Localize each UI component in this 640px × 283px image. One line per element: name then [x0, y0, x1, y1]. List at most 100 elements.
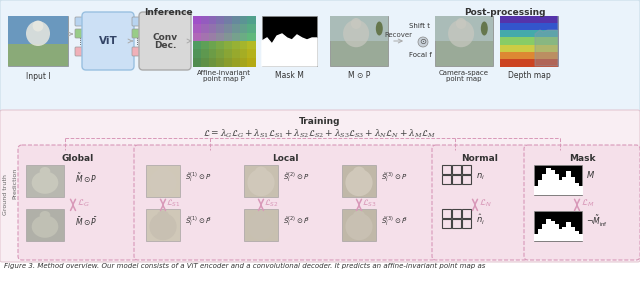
Bar — [224, 24, 232, 33]
Ellipse shape — [481, 22, 488, 35]
Bar — [500, 23, 558, 31]
Text: Shift t: Shift t — [409, 23, 430, 29]
Bar — [542, 174, 547, 195]
Bar — [442, 165, 451, 174]
Bar — [193, 24, 201, 33]
Text: point map P: point map P — [203, 76, 245, 82]
Bar — [550, 221, 554, 241]
Bar — [146, 165, 180, 197]
Text: $\tilde{S}_i^{(2)}\odot P$: $\tilde{S}_i^{(2)}\odot P$ — [283, 171, 310, 185]
Bar — [554, 174, 559, 195]
Ellipse shape — [448, 20, 474, 47]
FancyBboxPatch shape — [132, 47, 141, 56]
Text: Mask: Mask — [569, 154, 595, 163]
Text: Post-processing: Post-processing — [464, 8, 546, 17]
Bar — [462, 175, 471, 184]
Ellipse shape — [353, 167, 365, 176]
FancyBboxPatch shape — [75, 17, 84, 26]
Bar — [247, 49, 255, 58]
Ellipse shape — [32, 171, 58, 194]
Bar — [239, 33, 248, 42]
FancyBboxPatch shape — [75, 47, 84, 56]
Bar — [262, 16, 317, 66]
Ellipse shape — [40, 211, 51, 220]
Text: Inference: Inference — [144, 8, 192, 17]
Bar — [330, 16, 388, 41]
Bar — [201, 49, 209, 58]
Bar — [574, 183, 579, 195]
Ellipse shape — [346, 169, 372, 196]
Bar — [239, 24, 248, 33]
Bar — [8, 16, 68, 66]
FancyBboxPatch shape — [0, 0, 640, 112]
Ellipse shape — [343, 20, 369, 47]
Ellipse shape — [40, 167, 51, 176]
FancyBboxPatch shape — [524, 145, 640, 260]
Bar — [224, 16, 232, 25]
Bar — [452, 219, 461, 228]
Text: $\neg\tilde{M}_\mathrm{inf}$: $\neg\tilde{M}_\mathrm{inf}$ — [586, 213, 608, 229]
Bar — [442, 219, 451, 228]
Ellipse shape — [32, 215, 58, 238]
Bar — [201, 24, 209, 33]
Bar — [193, 33, 201, 42]
FancyBboxPatch shape — [432, 145, 528, 260]
Text: Focal f: Focal f — [409, 52, 432, 58]
Bar — [442, 175, 451, 184]
Bar — [209, 16, 217, 25]
Bar — [546, 168, 550, 195]
Bar — [201, 33, 209, 42]
Text: ViT: ViT — [99, 36, 117, 46]
Polygon shape — [535, 16, 558, 66]
Bar — [247, 41, 255, 50]
Bar — [224, 58, 232, 67]
Bar — [209, 49, 217, 58]
Bar — [201, 41, 209, 50]
Text: point map: point map — [446, 76, 482, 82]
Bar — [26, 209, 64, 241]
Bar — [239, 58, 248, 67]
Bar — [8, 44, 68, 66]
Bar — [500, 59, 558, 67]
Bar — [193, 16, 255, 66]
Bar — [247, 58, 255, 67]
FancyBboxPatch shape — [132, 17, 141, 26]
Bar — [462, 219, 471, 228]
Bar — [578, 234, 582, 241]
Bar — [538, 229, 543, 241]
Bar — [209, 33, 217, 42]
Text: $\mathcal{L}_{S2}$: $\mathcal{L}_{S2}$ — [264, 197, 279, 209]
Ellipse shape — [248, 169, 275, 196]
Bar — [247, 24, 255, 33]
Bar — [542, 224, 547, 241]
Text: Affine-invariant: Affine-invariant — [197, 70, 251, 76]
Ellipse shape — [346, 213, 372, 240]
Bar — [193, 16, 201, 25]
Bar — [224, 33, 232, 42]
Bar — [566, 171, 570, 195]
Text: Prediction: Prediction — [13, 167, 17, 199]
Text: $\tilde{S}_i^{(1)}\odot P$: $\tilde{S}_i^{(1)}\odot P$ — [185, 171, 211, 185]
Ellipse shape — [149, 213, 177, 240]
Text: Dec.: Dec. — [154, 42, 176, 50]
Bar — [216, 49, 225, 58]
Text: Conv: Conv — [152, 33, 177, 42]
Bar — [232, 24, 240, 33]
Bar — [538, 180, 543, 195]
Bar — [193, 49, 201, 58]
Ellipse shape — [456, 18, 467, 29]
Bar — [452, 209, 461, 218]
Bar — [562, 177, 566, 195]
Polygon shape — [262, 34, 317, 66]
FancyBboxPatch shape — [134, 145, 436, 260]
FancyBboxPatch shape — [132, 29, 141, 38]
Bar — [224, 41, 232, 50]
Bar — [462, 209, 471, 218]
Text: $\tilde{S}_i^{(3)}\odot P$: $\tilde{S}_i^{(3)}\odot P$ — [381, 171, 408, 185]
Text: Global: Global — [62, 154, 94, 163]
Bar — [239, 49, 248, 58]
Circle shape — [418, 37, 428, 47]
Text: Local: Local — [272, 154, 298, 163]
Bar — [558, 229, 563, 241]
Text: $\tilde{S}_i^{(3)}\odot\bar{P}$: $\tilde{S}_i^{(3)}\odot\bar{P}$ — [381, 215, 408, 229]
